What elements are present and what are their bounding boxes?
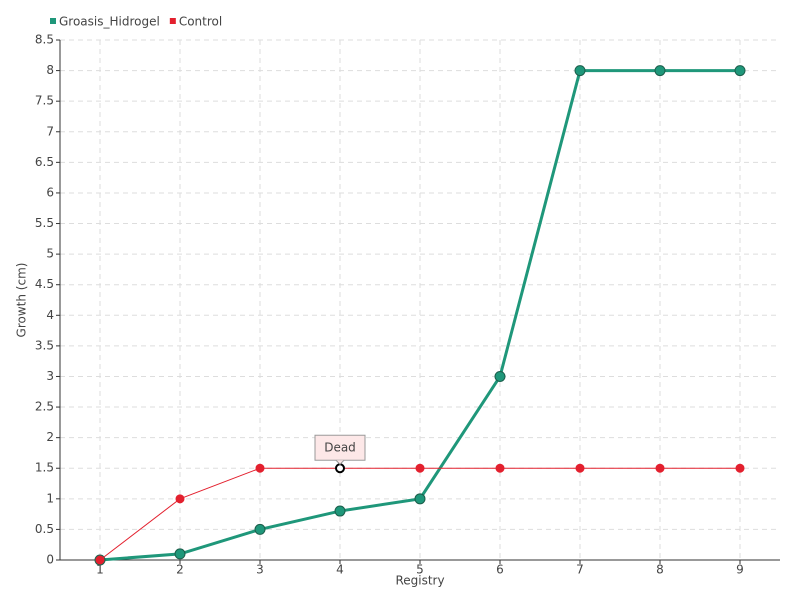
x-tick-label: 5 xyxy=(416,563,424,577)
x-axis-label: Registry xyxy=(395,574,444,588)
y-tick-label: 1 xyxy=(46,491,54,505)
y-tick-label: 2 xyxy=(46,430,54,444)
data-point xyxy=(734,65,746,77)
data-point xyxy=(255,463,265,473)
y-tick-label: 7 xyxy=(46,124,54,138)
x-tick-label: 7 xyxy=(576,563,584,577)
legend-label: Control xyxy=(179,15,222,29)
legend-swatch xyxy=(169,18,176,24)
data-point xyxy=(334,505,346,517)
data-point xyxy=(415,463,425,473)
y-tick-label: 1.5 xyxy=(35,461,54,475)
x-tick-label: 9 xyxy=(736,563,744,577)
x-tick-label: 6 xyxy=(496,563,504,577)
x-tick-label: 3 xyxy=(256,563,264,577)
data-point xyxy=(574,65,586,77)
y-tick-label: 5.5 xyxy=(35,216,54,230)
data-point xyxy=(414,493,426,505)
data-point xyxy=(735,463,745,473)
data-point xyxy=(495,463,505,473)
x-tick-label: 4 xyxy=(336,563,344,577)
y-tick-label: 3.5 xyxy=(35,338,54,352)
annotation-box xyxy=(314,434,366,461)
data-point xyxy=(655,463,665,473)
x-tick-label: 8 xyxy=(656,563,664,577)
data-point xyxy=(335,463,345,474)
data-point xyxy=(494,370,506,382)
y-tick-label: 5 xyxy=(46,247,54,261)
y-tick-label: 0.5 xyxy=(35,522,54,536)
y-tick-label: 3 xyxy=(46,369,54,383)
y-tick-label: 4.5 xyxy=(35,277,54,291)
annotation-pointer xyxy=(335,459,345,465)
x-tick-label: 1 xyxy=(96,563,104,577)
data-point xyxy=(654,65,666,77)
data-point xyxy=(95,555,105,565)
data-point xyxy=(254,523,266,535)
y-tick-label: 7.5 xyxy=(35,94,54,108)
y-tick-label: 6 xyxy=(46,185,54,199)
y-tick-label: 2.5 xyxy=(35,400,54,414)
data-point xyxy=(175,494,185,504)
y-tick-label: 8.5 xyxy=(35,33,54,47)
data-point xyxy=(575,463,585,473)
legend-swatch xyxy=(50,18,56,24)
y-tick-label: 4 xyxy=(46,308,54,322)
y-axis-label: Growth (cm) xyxy=(15,263,29,338)
legend-label: Groasis_Hidrogel xyxy=(59,15,160,29)
data-point xyxy=(174,548,186,560)
annotation-text: Dead xyxy=(324,441,356,455)
y-tick-label: 6.5 xyxy=(35,155,54,169)
x-tick-label: 2 xyxy=(176,563,184,577)
y-tick-label: 0 xyxy=(46,553,54,567)
y-tick-label: 8 xyxy=(46,63,54,77)
